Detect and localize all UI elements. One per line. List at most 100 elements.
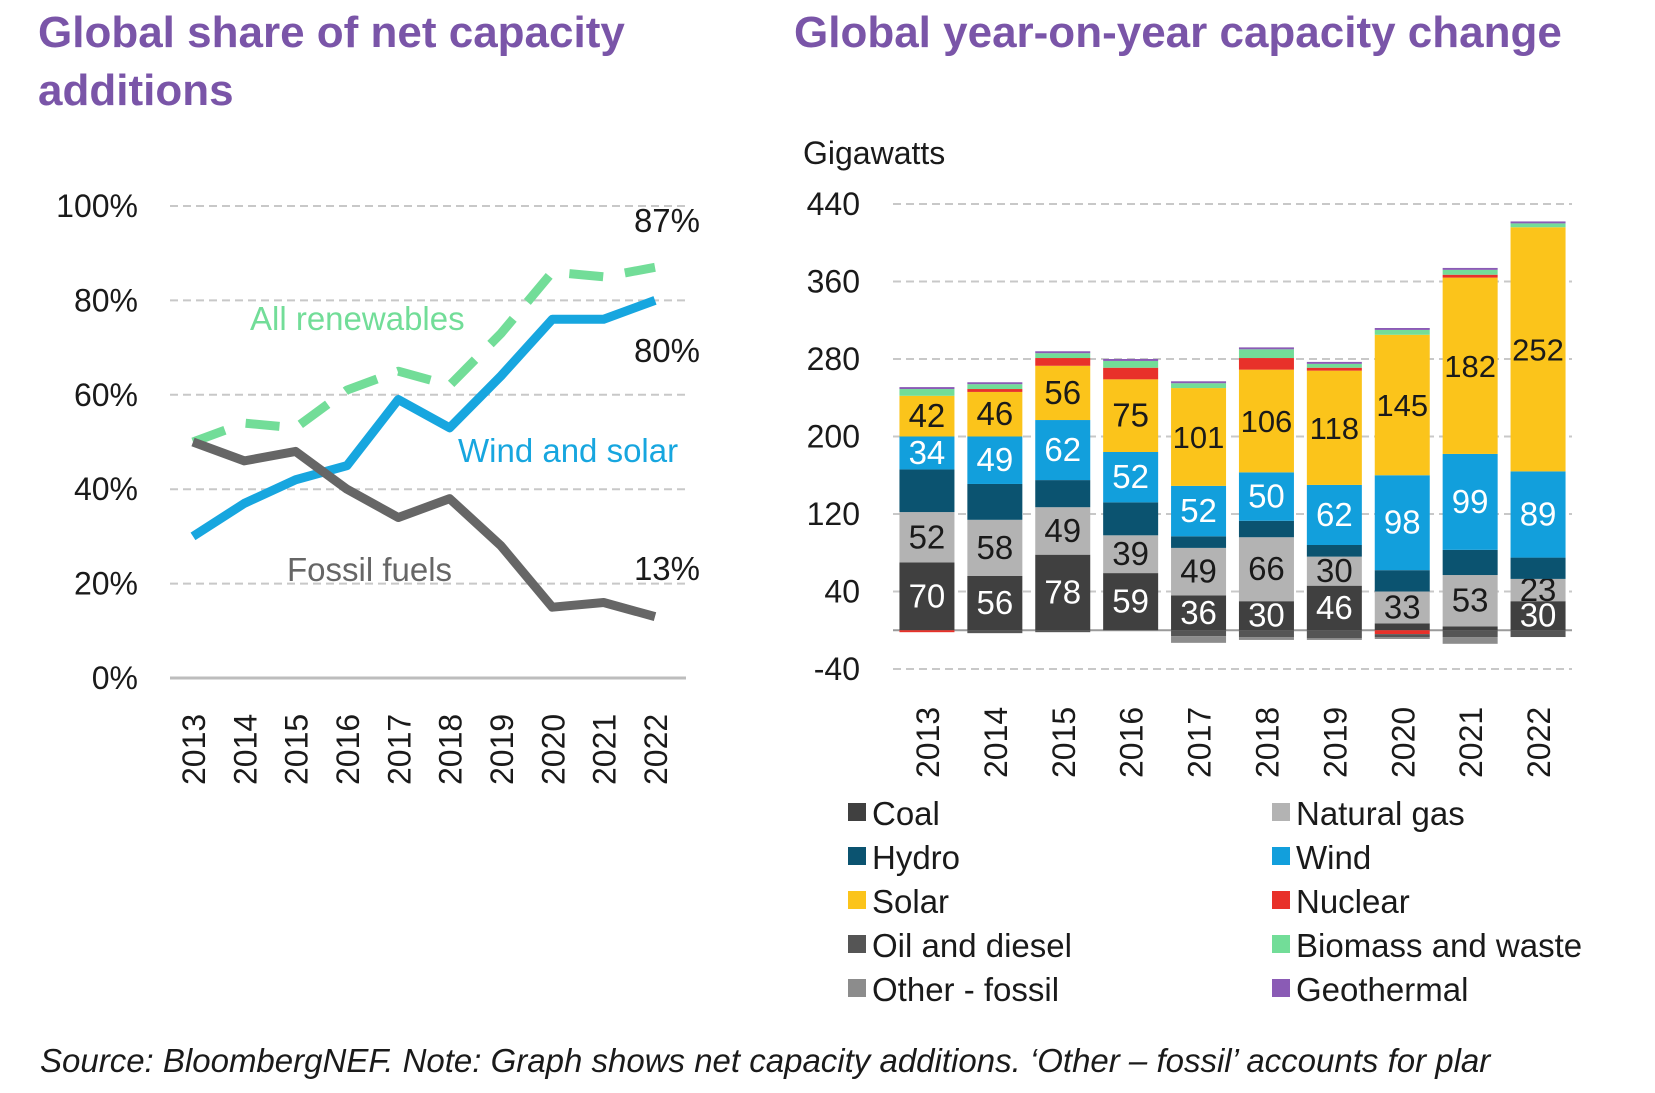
bar-segment-biomass-and-waste	[1442, 269, 1498, 275]
left-y-tick-label: 20%	[74, 566, 138, 602]
bar-segment-other-fossil	[1238, 637, 1294, 640]
series-label-fossil: Fossil fuels	[287, 551, 452, 588]
right-x-tick-label: 2013	[910, 707, 946, 778]
bar-segment-geothermal	[1238, 347, 1294, 350]
end-value-label: 13%	[634, 550, 700, 587]
legend-swatch-other-fossil	[848, 979, 866, 997]
bar-segment-nuclear	[1103, 367, 1159, 380]
bar-segment-coal	[1510, 601, 1566, 631]
legend-label-oil-and-diesel: Oil and diesel	[872, 927, 1072, 964]
left-x-tick-label: 2019	[484, 714, 520, 785]
data-label-solar: 75	[1112, 397, 1149, 434]
source-note: Source: BloombergNEF. Note: Graph shows …	[40, 1042, 1491, 1079]
legend-label-solar: Solar	[872, 883, 949, 920]
bar-segment-solar	[1510, 227, 1566, 472]
bar-segment-solar	[1103, 379, 1159, 452]
bar-segment-biomass-and-waste	[1171, 383, 1227, 389]
left-x-tick-label: 2016	[330, 714, 366, 785]
bar-segment-biomass-and-waste	[899, 389, 955, 396]
right-chart-title: Global year-on-year capacity change	[794, 8, 1562, 57]
data-label-coal: 30	[1520, 597, 1557, 634]
legend-swatch-nuclear	[1272, 891, 1290, 909]
data-label-solar: 106	[1241, 404, 1293, 439]
bar-segment-natural-gas	[1171, 547, 1227, 596]
bar-segment-wind	[1306, 484, 1362, 545]
data-label-wind: 99	[1452, 483, 1489, 520]
right-y-axis-label: Gigawatts	[803, 135, 945, 171]
legend-label-nuclear: Nuclear	[1296, 883, 1410, 920]
share-line-chart: 0% 20% 40% 60% 80% 100% 2013 2014 2015 2016 2017 20…	[56, 188, 700, 785]
legend-label-other-fossil: Other - fossil	[872, 971, 1059, 1008]
bar-segment-wind	[1442, 453, 1498, 550]
bar-segment-hydro	[1035, 480, 1091, 508]
bar-segment-biomass-and-waste	[1374, 329, 1430, 335]
bar-segment-solar	[1171, 388, 1227, 486]
data-label-solar: 145	[1376, 388, 1428, 423]
legend-label-geothermal: Geothermal	[1296, 971, 1468, 1008]
data-label-coal: 36	[1180, 594, 1217, 631]
bar-segment-geothermal	[1442, 267, 1498, 270]
right-x-tick-label: 2014	[978, 707, 1014, 778]
left-y-tick-label: 80%	[74, 282, 138, 318]
bar-segment-hydro	[967, 483, 1023, 520]
legend-swatch-wind	[1272, 847, 1290, 865]
bar-segment-biomass-and-waste	[1306, 363, 1362, 368]
data-label-wind: 52	[1112, 458, 1149, 495]
right-x-tick-label: 2019	[1317, 707, 1353, 778]
bar-segment-biomass-and-waste	[1103, 360, 1159, 368]
bar-segment-oil-and-diesel	[1035, 630, 1091, 633]
bar-segment-natural-gas	[1510, 578, 1566, 602]
end-value-label: 80%	[634, 332, 700, 369]
right-y-tick-label: 440	[807, 186, 860, 222]
bar-segment-natural-gas	[1035, 507, 1091, 555]
bar-segment-other-fossil	[1306, 638, 1362, 640]
bar-segment-wind	[899, 436, 955, 470]
legend-swatch-hydro	[848, 847, 866, 865]
bar-segment-biomass-and-waste	[1238, 349, 1294, 359]
left-y-tick-label: 100%	[56, 188, 138, 224]
right-y-tick-label: 360	[807, 264, 860, 300]
line-wind-solar	[190, 296, 657, 541]
legend-swatch-geothermal	[1272, 979, 1290, 997]
legend-label-coal: Coal	[872, 795, 940, 832]
bar-segment-wind	[1035, 420, 1091, 481]
data-label-coal: 70	[909, 577, 946, 614]
right-y-tick-label: 40	[824, 574, 860, 610]
left-y-tick-label: 0%	[92, 660, 138, 696]
left-y-tick-label: 40%	[74, 471, 138, 507]
bar-segment-nuclear	[1035, 358, 1091, 366]
left-x-tick-label: 2014	[227, 714, 263, 785]
data-label-coal: 46	[1316, 589, 1353, 626]
data-label-natural-gas: 52	[909, 518, 946, 555]
bar-segment-hydro	[1103, 502, 1159, 536]
legend-label-hydro: Hydro	[872, 839, 960, 876]
bar-segment-other-fossil	[1171, 636, 1227, 643]
bar-segment-geothermal	[1306, 361, 1362, 364]
data-label-natural-gas: 58	[976, 529, 1013, 566]
bar-segment-natural-gas	[1442, 575, 1498, 627]
bar-segment-coal	[1442, 626, 1498, 631]
bar-segment-hydro	[1442, 549, 1498, 576]
data-label-natural-gas: 30	[1316, 552, 1353, 589]
left-x-tick-label: 2020	[535, 714, 571, 785]
bar-segment-coal	[1238, 601, 1294, 631]
legend-label-biomass-and-waste: Biomass and waste	[1296, 927, 1582, 964]
data-label-solar: 252	[1512, 332, 1564, 367]
bar-segment-solar	[899, 395, 955, 437]
bar-segment-nuclear	[899, 630, 955, 633]
bar-segment-geothermal	[1374, 328, 1430, 330]
right-x-tick-label: 2021	[1453, 707, 1489, 778]
data-label-wind: 34	[909, 434, 946, 471]
bar-segment-solar	[1306, 370, 1362, 485]
bar-segment-oil-and-diesel	[1442, 630, 1498, 638]
data-label-wind: 98	[1384, 504, 1421, 541]
data-label-coal: 56	[976, 584, 1013, 621]
data-label-natural-gas: 39	[1112, 535, 1149, 572]
bar-segment-oil-and-diesel	[1238, 630, 1294, 638]
left-x-tick-label: 2018	[433, 714, 469, 785]
data-label-solar: 118	[1310, 411, 1359, 446]
bar-segment-natural-gas	[1374, 591, 1430, 624]
bar-segment-geothermal	[1035, 351, 1091, 354]
bar-segment-coal	[1306, 585, 1362, 631]
